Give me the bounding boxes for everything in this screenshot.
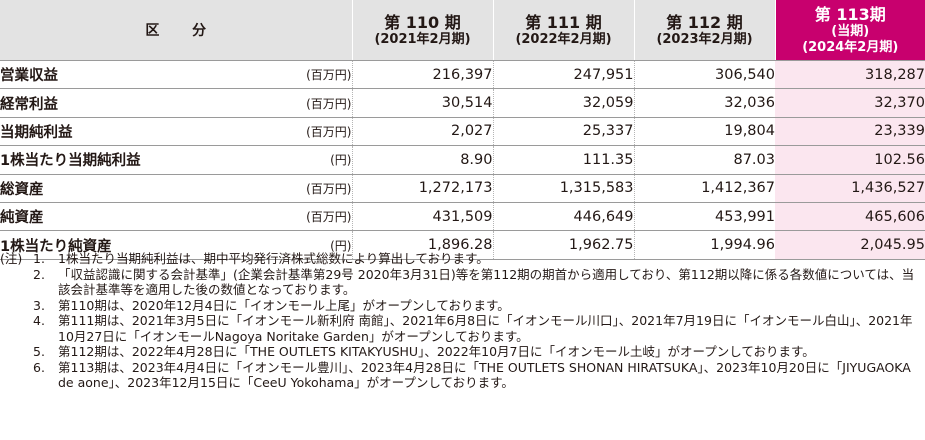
period-date: (2022年2月期) xyxy=(515,31,612,47)
cell-value: 216,397 xyxy=(351,60,493,90)
footnote: 3. 第110期は、2020年12月4日に「イオンモール上尾」がオープンしており… xyxy=(0,298,925,314)
cell-value-current: 102.56 xyxy=(775,145,925,175)
period-date: (2024年2月期) xyxy=(802,39,899,55)
footnote-text: 第110期は、2020年12月4日に「イオンモール上尾」がオープンしております。 xyxy=(58,297,510,313)
row-label: 総資産 xyxy=(0,174,250,203)
cell-value: 1,896.28 xyxy=(351,230,493,260)
cell-value: 111.35 xyxy=(492,145,634,175)
cell-value: 247,951 xyxy=(492,60,634,90)
footnote-number: 5. xyxy=(33,344,45,359)
row-unit: (円) xyxy=(250,230,352,260)
row-label: 1株当たり当期純利益 xyxy=(0,145,250,175)
row-label: 純資産 xyxy=(0,202,250,232)
footnotes: (注) 1. 1株当たり当期純利益は、期中平均発行済株式総数により算出しておりま… xyxy=(0,251,925,391)
footnote-text: 「収益認識に関する会計基準」(企業会計基準第29号 2020年3月31日)等を第… xyxy=(58,266,915,298)
table-row: 当期純利益 (百万円) 2,027 25,337 19,804 23,339 xyxy=(0,117,925,147)
cell-value: 431,509 xyxy=(351,202,493,232)
footnote-prefix: (注) xyxy=(0,251,23,266)
cell-value-current: 1,436,527 xyxy=(775,174,925,203)
row-label: 当期純利益 xyxy=(0,117,250,147)
cell-value: 32,036 xyxy=(633,88,775,118)
footnote-text: 第111期は、2021年3月5日に「イオンモール新利府 南館」、2021年6月8… xyxy=(58,313,913,344)
period-header: 第 111 期 (2022年2月期) xyxy=(493,0,635,61)
cell-value: 30,514 xyxy=(351,88,493,118)
footnote-number: 6. xyxy=(33,359,45,375)
row-unit: (百万円) xyxy=(250,88,352,118)
category-header: 区 分 xyxy=(0,0,353,61)
row-unit: (百万円) xyxy=(250,202,352,232)
period-title: 第 111 期 xyxy=(525,12,602,32)
period-title: 第 113期 xyxy=(814,4,886,24)
table-row: 営業収益 (百万円) 216,397 247,951 306,540 318,2… xyxy=(0,60,925,90)
row-label: 経常利益 xyxy=(0,88,250,118)
cell-value: 1,272,173 xyxy=(351,174,493,203)
cell-value: 1,994.96 xyxy=(633,230,775,260)
cell-value: 87.03 xyxy=(633,145,775,175)
cell-value-current: 23,339 xyxy=(775,117,925,147)
footnote: 5. 第112期は、2022年4月28日に「THE OUTLETS KITAKY… xyxy=(0,344,925,360)
period-header: 第 110 期 (2021年2月期) xyxy=(352,0,494,61)
footnote-number: 4. xyxy=(33,313,45,328)
period-title: 第 112 期 xyxy=(666,12,743,32)
row-label: 営業収益 xyxy=(0,60,250,90)
footnote-number: 1. xyxy=(33,251,45,266)
footnote: 6. 第113期は、2023年4月4日に「イオンモール豊川」、2023年4月28… xyxy=(0,360,925,391)
cell-value-current: 465,606 xyxy=(775,202,925,232)
cell-value-current: 32,370 xyxy=(775,88,925,118)
table-row: 1株当たり当期純利益 (円) 8.90 111.35 87.03 102.56 xyxy=(0,145,925,175)
footnote: 2. 「収益認識に関する会計基準」(企業会計基準第29号 2020年3月31日)… xyxy=(0,267,925,298)
financial-summary-table: 区 分 第 110 期 (2021年2月期) 第 111 期 (2022年2月期… xyxy=(0,0,925,260)
footnote-text: 1株当たり当期純利益は、期中平均発行済株式総数により算出しております。 xyxy=(58,251,489,266)
period-date: (2023年2月期) xyxy=(656,31,753,47)
cell-value: 306,540 xyxy=(633,60,775,90)
cell-value: 19,804 xyxy=(633,117,775,147)
table-row: 1株当たり純資産 (円) 1,896.28 1,962.75 1,994.96 … xyxy=(0,230,925,260)
table-header-row: 区 分 第 110 期 (2021年2月期) 第 111 期 (2022年2月期… xyxy=(0,0,925,61)
period-header: 第 112 期 (2023年2月期) xyxy=(634,0,776,61)
footnote-text: 第112期は、2022年4月28日に「THE OUTLETS KITAKYUSH… xyxy=(58,344,815,359)
row-unit: (百万円) xyxy=(250,117,352,147)
table-row: 総資産 (百万円) 1,272,173 1,315,583 1,412,367 … xyxy=(0,174,925,203)
cell-value: 453,991 xyxy=(633,202,775,232)
period-date: (2021年2月期) xyxy=(374,31,471,47)
footnote: (注) 1. 1株当たり当期純利益は、期中平均発行済株式総数により算出しておりま… xyxy=(0,251,925,267)
footnote-text: 第113期は、2023年4月4日に「イオンモール豊川」、2023年4月28日に「… xyxy=(58,359,911,391)
footnote: 4. 第111期は、2021年3月5日に「イオンモール新利府 南館」、2021年… xyxy=(0,313,925,344)
row-label: 1株当たり純資産 xyxy=(0,230,250,260)
cell-value: 2,027 xyxy=(351,117,493,147)
period-title: 第 110 期 xyxy=(384,12,461,32)
row-unit: (円) xyxy=(250,145,352,175)
table-row: 経常利益 (百万円) 30,514 32,059 32,036 32,370 xyxy=(0,88,925,118)
cell-value-current: 318,287 xyxy=(775,60,925,90)
cell-value: 1,962.75 xyxy=(492,230,634,260)
cell-value: 446,649 xyxy=(492,202,634,232)
footnote-number: 3. xyxy=(33,297,45,313)
footnote-number: 2. xyxy=(33,266,45,282)
row-unit: (百万円) xyxy=(250,60,352,90)
current-period-header: 第 113期 (当期) (2024年2月期) xyxy=(775,0,925,61)
current-period-label: (当期) xyxy=(831,23,870,39)
cell-value-current: 2,045.95 xyxy=(775,230,925,260)
cell-value: 1,412,367 xyxy=(633,174,775,203)
cell-value: 8.90 xyxy=(351,145,493,175)
cell-value: 32,059 xyxy=(492,88,634,118)
row-unit: (百万円) xyxy=(250,174,352,203)
table-row: 純資産 (百万円) 431,509 446,649 453,991 465,60… xyxy=(0,202,925,232)
cell-value: 25,337 xyxy=(492,117,634,147)
cell-value: 1,315,583 xyxy=(492,174,634,203)
